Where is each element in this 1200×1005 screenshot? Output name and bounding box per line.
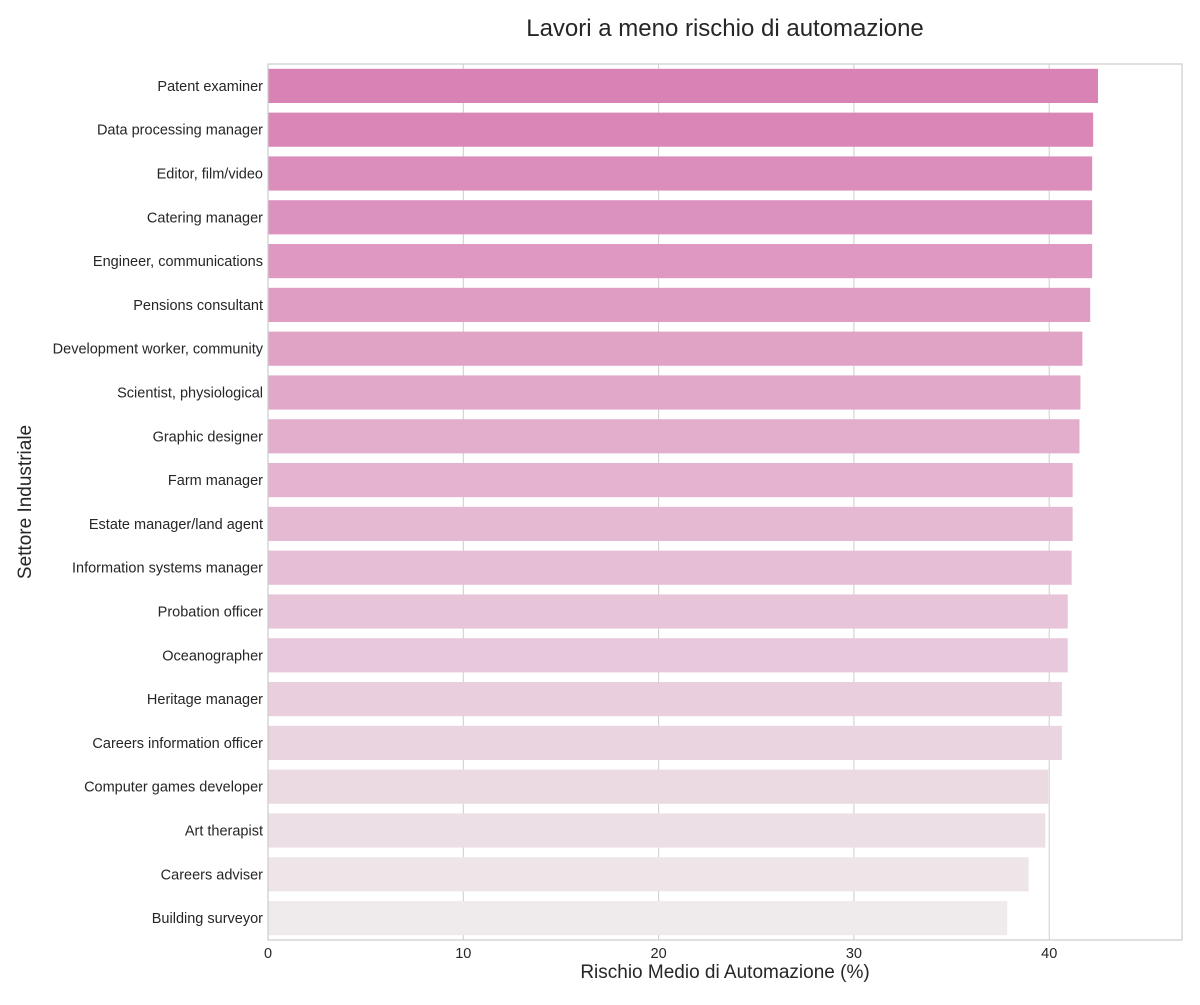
bar: [268, 419, 1080, 454]
y-tick-label: Probation officer: [158, 605, 263, 621]
x-tick-label: 10: [455, 946, 471, 962]
bar: [268, 682, 1062, 717]
bar: [268, 112, 1094, 147]
bar: [268, 200, 1093, 235]
bar: [268, 68, 1099, 103]
bar: [268, 506, 1073, 541]
x-tick-label: 20: [651, 946, 667, 962]
bar: [268, 857, 1029, 892]
bar: [268, 550, 1072, 585]
x-tick-label: 0: [264, 946, 272, 962]
y-tick-labels: Patent examiner Data processing manager Ed…: [53, 79, 264, 927]
bar: [268, 638, 1068, 673]
x-tick-labels: 0 10 20 30 40: [264, 946, 1057, 962]
bars: [268, 68, 1099, 936]
y-tick-label: Editor, film/video: [157, 167, 263, 183]
bar: [268, 463, 1073, 498]
y-tick-label: Scientist, physiological: [117, 386, 263, 402]
plot-frame: [267, 63, 1183, 941]
y-axis-label: Settore Industriale: [15, 425, 36, 579]
y-tick-label: Building surveyor: [152, 911, 263, 927]
grid-lines: [462, 64, 1050, 940]
bar: [268, 901, 1008, 936]
bar: [268, 769, 1049, 804]
bar: [268, 287, 1091, 322]
x-axis-label: Rischio Medio di Automazione (%): [580, 962, 869, 983]
y-tick-label: Pensions consultant: [133, 298, 263, 314]
y-tick-label: Art therapist: [185, 824, 263, 840]
y-tick-label: Catering manager: [147, 210, 263, 226]
x-tick-label: 40: [1041, 946, 1057, 962]
x-tick-label: 30: [846, 946, 862, 962]
bar: [268, 331, 1083, 366]
y-tick-label: Graphic designer: [153, 429, 264, 445]
bar: [268, 244, 1093, 279]
y-tick-label: Farm manager: [168, 473, 263, 489]
y-tick-label: Engineer, communications: [93, 254, 263, 270]
bar: [268, 375, 1081, 410]
bar: [268, 725, 1062, 760]
y-tick-label: Information systems manager: [72, 561, 263, 577]
y-tick-label: Data processing manager: [97, 123, 263, 139]
y-tick-label: Estate manager/land agent: [89, 517, 263, 533]
y-tick-label: Heritage manager: [147, 692, 263, 708]
y-tick-label: Development worker, community: [53, 342, 264, 358]
y-tick-label: Patent examiner: [157, 79, 263, 95]
bar: [268, 813, 1046, 848]
bar: [268, 156, 1093, 191]
chart-title: Lavori a meno rischio di automazione: [526, 15, 924, 42]
y-tick-label: Computer games developer: [84, 780, 263, 796]
bar: [268, 594, 1068, 629]
y-tick-label: Careers information officer: [92, 736, 263, 752]
y-tick-label: Oceanographer: [162, 648, 263, 664]
y-tick-label: Careers adviser: [161, 867, 264, 883]
